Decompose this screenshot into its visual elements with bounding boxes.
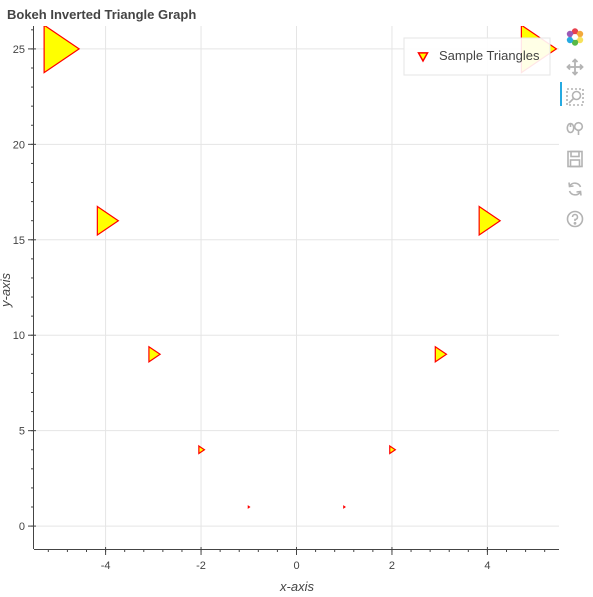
active-tool-indicator xyxy=(560,82,562,106)
axes: -4 -2 0 2 4 0 5 10 15 20 25 xyxy=(13,26,559,572)
save-icon[interactable] xyxy=(564,148,586,170)
triangle-point xyxy=(343,505,346,509)
reset-icon[interactable] xyxy=(564,178,586,200)
x-tick-label: -2 xyxy=(196,560,206,572)
pan-icon[interactable] xyxy=(564,56,586,78)
chart-title: Bokeh Inverted Triangle Graph xyxy=(7,7,196,22)
x-tick-label: 0 xyxy=(293,560,299,572)
box-zoom-icon[interactable] xyxy=(564,86,586,108)
triangle-point xyxy=(247,505,251,509)
triangle-point xyxy=(434,345,448,364)
legend: Sample Triangles xyxy=(403,37,551,76)
triangle-point xyxy=(389,444,397,455)
y-tick-label: 15 xyxy=(13,235,25,247)
legend-box xyxy=(403,37,551,76)
triangle-point xyxy=(148,345,162,364)
triangle-point xyxy=(43,26,81,74)
y-tick-label: 10 xyxy=(13,330,25,342)
x-tick-label: 4 xyxy=(484,560,490,572)
y-axis-label: y-axis xyxy=(0,273,13,308)
x-tick-label: -4 xyxy=(101,560,111,572)
y-tick-label: 25 xyxy=(13,44,25,56)
triangle-point xyxy=(96,205,120,237)
y-tick-label: 0 xyxy=(19,521,25,533)
x-tick-label: 2 xyxy=(389,560,395,572)
triangle-point xyxy=(198,444,206,455)
y-tick-label: 5 xyxy=(19,426,25,438)
x-axis-label: x-axis xyxy=(279,579,314,594)
legend-glyph xyxy=(417,52,429,63)
y-tick-label: 20 xyxy=(13,139,25,151)
help-icon[interactable] xyxy=(564,208,586,230)
legend-label: Sample Triangles xyxy=(439,48,540,63)
bokeh-logo[interactable] xyxy=(564,26,586,48)
triangle-point xyxy=(478,205,502,237)
wheel-zoom-icon[interactable] xyxy=(564,117,586,139)
